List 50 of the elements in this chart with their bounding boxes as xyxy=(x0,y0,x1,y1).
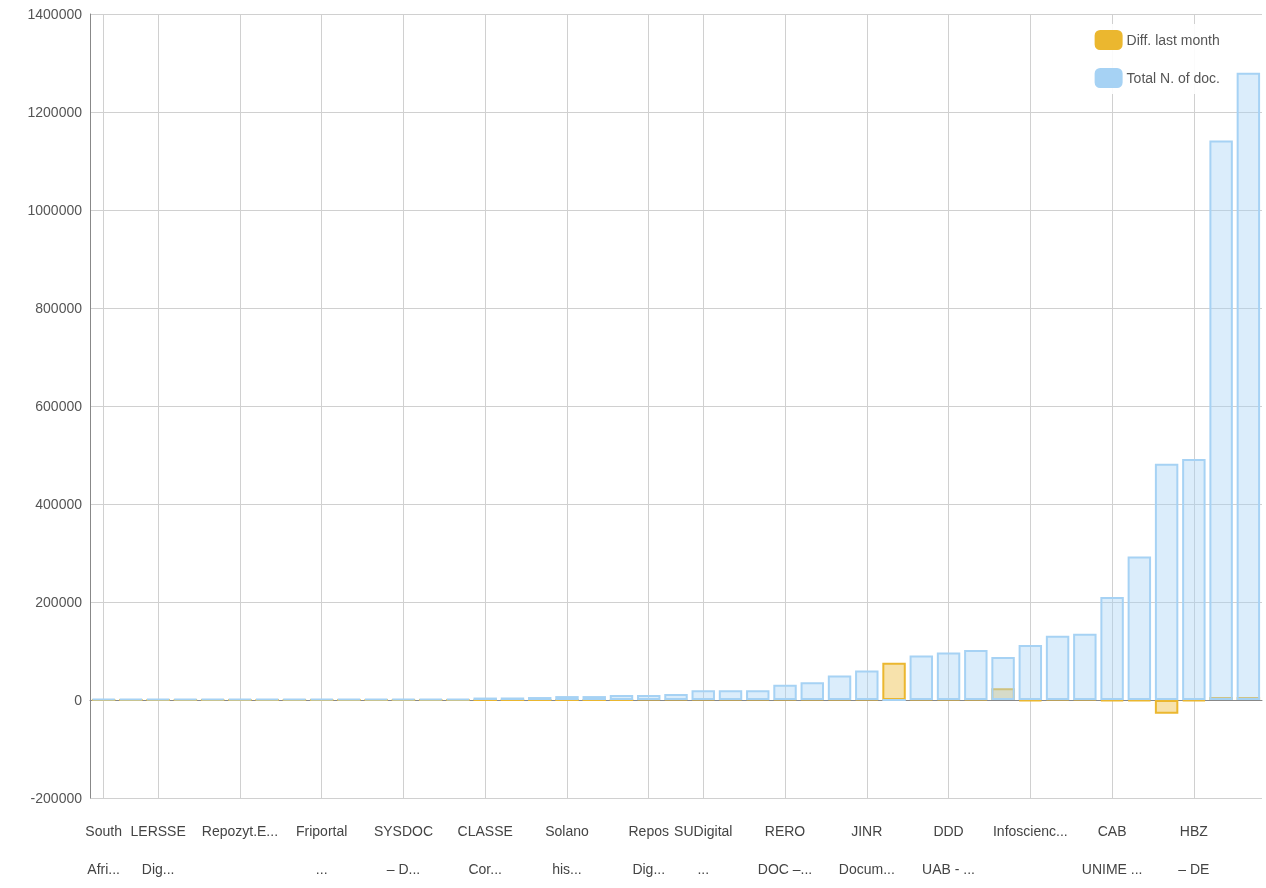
y-tick-label: 0 xyxy=(74,692,83,708)
bar xyxy=(746,690,770,700)
bar xyxy=(773,684,797,700)
category-label: RERO DOC –... xyxy=(757,823,813,877)
bar xyxy=(882,662,906,700)
bar xyxy=(664,694,688,700)
y-tick-label: 1400000 xyxy=(27,6,83,22)
category-label: Friportal ... xyxy=(295,823,348,877)
category-label: LERSSE Dig... xyxy=(130,823,186,877)
y-tick-label: 200000 xyxy=(35,594,83,610)
bar xyxy=(1127,556,1152,700)
y-tick-label: 800000 xyxy=(35,300,83,316)
category-label: SUDigital ... xyxy=(674,823,733,877)
bar xyxy=(800,682,824,700)
x-tick-label: Repozyt.E... xyxy=(201,823,279,839)
bar xyxy=(1100,597,1124,700)
bar xyxy=(1154,463,1179,700)
bar xyxy=(855,670,879,700)
y-tick-label: 400000 xyxy=(35,496,83,512)
bar xyxy=(827,675,852,700)
bar xyxy=(609,695,634,700)
category-label: CAB UNIME ... xyxy=(1081,823,1143,877)
bar xyxy=(964,650,988,700)
bar xyxy=(1154,700,1179,714)
y-tick-label: 1000000 xyxy=(27,202,83,218)
bar xyxy=(909,655,934,700)
category-label: Repos Dig... xyxy=(628,823,669,877)
legend-label: Diff. last month xyxy=(1126,32,1220,48)
bar xyxy=(691,690,715,700)
y-tick-label: -200000 xyxy=(30,790,83,806)
category-label: DDD UAB - ... xyxy=(922,823,976,877)
y-tick-label: 1200000 xyxy=(27,104,83,120)
bar xyxy=(1073,633,1097,700)
x-tick-label: Infoscienc... xyxy=(992,823,1068,839)
category-label: Solano his... xyxy=(545,823,589,877)
category-label: CLASSE Cor... xyxy=(457,823,513,877)
legend-label: Total N. of doc. xyxy=(1126,70,1221,86)
bar xyxy=(1182,458,1206,700)
category-label: SYSDOC – D... xyxy=(373,823,433,877)
bar xyxy=(991,656,1015,700)
bar xyxy=(936,652,961,700)
bar xyxy=(718,690,743,700)
bar xyxy=(1209,140,1233,700)
y-tick-label: 600000 xyxy=(35,398,83,414)
category-label: South Afri... xyxy=(85,823,122,877)
category-label: HBZ – DE xyxy=(1178,823,1210,877)
bar xyxy=(1018,645,1043,700)
category-label: JINR Docum... xyxy=(838,823,895,877)
bar xyxy=(1045,635,1070,700)
bar xyxy=(1236,72,1261,700)
